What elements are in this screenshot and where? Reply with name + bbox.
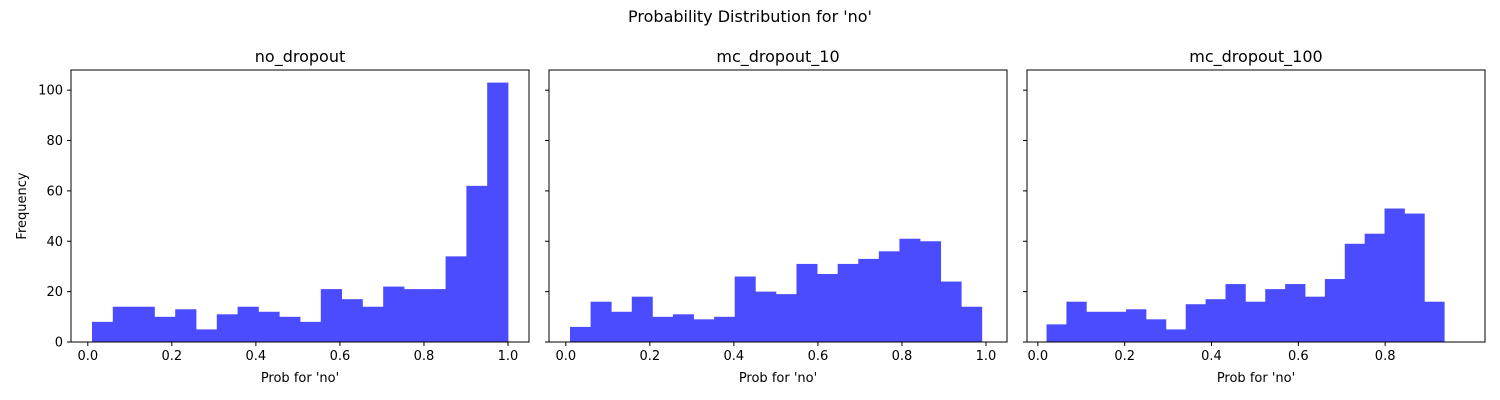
histogram-bar: [1344, 243, 1366, 342]
x-tick-label: 0.2: [162, 349, 183, 364]
histogram-bar: [1185, 304, 1206, 342]
histogram-bar: [237, 306, 259, 342]
histogram-bar: [196, 329, 218, 342]
x-tick-label: 0.6: [330, 349, 351, 364]
histogram-bar: [154, 316, 176, 342]
y-tick-label: 100: [38, 84, 63, 99]
subplot-title: mc_dropout_10: [716, 47, 839, 67]
x-axis-label: Prob for 'no': [261, 371, 339, 386]
x-tick-label: 0.2: [1114, 349, 1135, 364]
subplot-2: 0.0 0.2 0.4 0.6 0.8 1.0 mc_dropout_10 Prob for …: [545, 47, 1008, 386]
histogram-bar: [1265, 289, 1286, 342]
subplot-1: 0.0 0.2 0.4 0.6 0.8 1.0 0 20 40 60 80 100 no_dropout…: [15, 47, 530, 386]
y-tick-label: 60: [46, 184, 63, 199]
histogram-bar: [1225, 284, 1246, 342]
x-tick-label: 0.8: [892, 349, 913, 364]
axes-frame: [70, 69, 530, 343]
histogram-bar: [714, 316, 736, 342]
histogram-bar: [1165, 329, 1187, 342]
histogram-bar: [175, 309, 197, 342]
y-tick-label: 80: [46, 134, 63, 149]
x-axis-label: Prob for 'no': [739, 371, 817, 386]
histogram-bar: [404, 289, 426, 342]
histogram-bar: [216, 314, 238, 342]
histogram-bar: [1145, 319, 1167, 342]
histogram-bar: [1046, 324, 1067, 342]
histogram-bar: [445, 256, 467, 342]
histogram-bar: [796, 263, 818, 342]
x-tick-label: 0.2: [640, 349, 661, 364]
y-tick-label: 40: [46, 235, 63, 250]
x-tick-label: 1.0: [498, 349, 519, 364]
x-tick-label: 0.8: [1375, 349, 1396, 364]
figure-suptitle: Probability Distribution for 'no': [628, 7, 872, 26]
histogram-bar: [1324, 279, 1346, 342]
x-tick-label: 0.6: [808, 349, 829, 364]
histogram-bar: [1086, 311, 1107, 342]
histogram-bar: [1205, 299, 1226, 342]
histogram-bar: [817, 274, 839, 342]
histogram-bar: [1364, 233, 1385, 342]
histogram-bar: [320, 289, 342, 342]
histogram-bar: [258, 311, 280, 342]
subplot-3: 0.0 0.2 0.4 0.6 0.8 mc_dropout_100 Prob for 'n…: [1023, 47, 1486, 386]
histogram-bar: [1424, 301, 1445, 342]
histogram-bar: [341, 299, 363, 342]
x-tick-label: 0.6: [1288, 349, 1309, 364]
histogram-bar: [1126, 309, 1147, 342]
x-tick-label: 0.0: [555, 349, 576, 364]
x-axis-label: Prob for 'no': [1217, 371, 1295, 386]
histogram-bar: [466, 185, 488, 342]
histogram-bar: [611, 311, 633, 342]
histogram-bar: [672, 314, 694, 342]
histogram-bar: [693, 319, 715, 342]
histogram-bar: [899, 238, 921, 342]
x-tick-label: 0.0: [77, 349, 98, 364]
histogram-bar: [1305, 296, 1326, 342]
y-axis-label: Frequency: [15, 172, 30, 239]
histogram-bar: [1106, 311, 1127, 342]
y-tick-label: 0: [55, 336, 63, 351]
histogram-bar: [424, 289, 446, 342]
subplot-title: no_dropout: [255, 47, 345, 67]
histogram-bar: [878, 251, 900, 342]
histogram-bar: [590, 301, 612, 342]
histogram-bar: [1404, 213, 1425, 342]
x-tick-label: 0.4: [246, 349, 267, 364]
histogram-bar: [1285, 284, 1306, 342]
histogram-bar: [734, 276, 756, 342]
x-tick-label: 0.8: [414, 349, 435, 364]
histogram-bar: [755, 291, 777, 342]
histogram-bar: [775, 294, 797, 342]
histogram-bar: [1245, 301, 1266, 342]
x-tick-label: 0.0: [1028, 349, 1049, 364]
histogram-bar: [487, 82, 509, 342]
histogram-bar: [92, 321, 114, 342]
y-tick-label: 20: [46, 285, 63, 300]
axes-frame: [548, 69, 1008, 343]
histogram-bar: [279, 316, 301, 342]
axes-frame: [1026, 69, 1486, 343]
x-tick-label: 1.0: [976, 349, 997, 364]
histogram-bar: [631, 296, 653, 342]
histogram-bar: [112, 306, 135, 342]
histogram-bar: [1066, 301, 1087, 342]
histogram-bar: [1384, 208, 1405, 342]
histogram-bar: [652, 316, 674, 342]
x-tick-label: 0.4: [1201, 349, 1222, 364]
x-tick-label: 0.4: [724, 349, 745, 364]
histogram-bar: [383, 286, 405, 342]
histogram-bar: [300, 321, 322, 342]
histogram-bar: [920, 241, 942, 342]
histogram-bar: [858, 258, 880, 342]
histogram-bar: [961, 306, 983, 342]
histogram-bar: [570, 326, 591, 342]
histogram-bar: [133, 306, 155, 342]
histogram-bar: [940, 281, 962, 342]
subplot-title: mc_dropout_100: [1189, 47, 1322, 67]
histogram-bar: [837, 263, 859, 342]
histogram-bar: [362, 306, 384, 342]
